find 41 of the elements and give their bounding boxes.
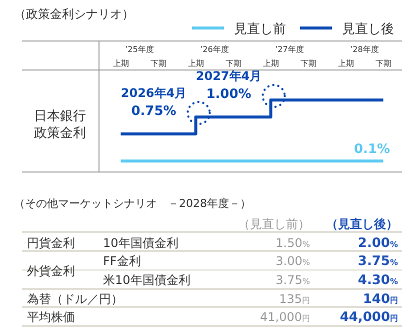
- x-tick-label: 上期: [338, 59, 354, 68]
- x-tick-label: 下期: [300, 59, 316, 68]
- x-tick-label: 下期: [375, 59, 392, 68]
- text: 2026年4月: [120, 86, 187, 100]
- y-axis-title: 日本銀行政策金利: [34, 109, 86, 141]
- text: （見直し後）: [326, 217, 398, 231]
- x-tick-label: 上期: [262, 59, 279, 68]
- text: ’28年度: [350, 45, 379, 54]
- data-label: 0.75%: [131, 104, 176, 119]
- legend-label: 見直し前: [234, 22, 286, 37]
- x-tick-label: 上期: [112, 59, 129, 68]
- text: 2027年4月: [196, 69, 262, 83]
- text: 41,000円: [260, 310, 310, 324]
- x-tick-label: 下期: [150, 59, 166, 68]
- text: 3.00%: [276, 254, 310, 268]
- x-tick-label: 下期: [225, 59, 242, 68]
- text: 1.50%: [276, 236, 310, 250]
- text: 3.75%: [358, 254, 398, 269]
- text: 為替（ドル／円）: [27, 292, 123, 306]
- text: ’27年度: [275, 45, 304, 54]
- text: 4.30%: [358, 273, 398, 288]
- text: 米10年国債金利: [103, 273, 190, 287]
- text: ’25年度: [125, 45, 154, 54]
- text: 3.75%: [276, 273, 310, 287]
- text: 外貨金利: [27, 264, 75, 278]
- text: 44,000円: [340, 310, 398, 325]
- text: 平均株価: [27, 310, 75, 324]
- x-tick-label: 上期: [188, 59, 204, 68]
- text: FF金利: [103, 254, 141, 268]
- text: （その他マーケットシナリオ －2028年度－）: [14, 197, 251, 210]
- text: （見直し前）: [238, 217, 310, 231]
- text: 2.00%: [358, 236, 398, 251]
- text: 140円: [362, 292, 398, 307]
- chart-title: （政策金利シナリオ）: [14, 7, 134, 21]
- text: 135円: [279, 292, 310, 306]
- text: ’26年度: [200, 45, 229, 54]
- legend-label: 見直し後: [342, 22, 394, 37]
- text: 10年国債金利: [103, 236, 178, 250]
- text: 円貨金利: [27, 236, 75, 250]
- data-label: 0.1%: [354, 142, 390, 157]
- data-label: 1.00%: [206, 87, 252, 102]
